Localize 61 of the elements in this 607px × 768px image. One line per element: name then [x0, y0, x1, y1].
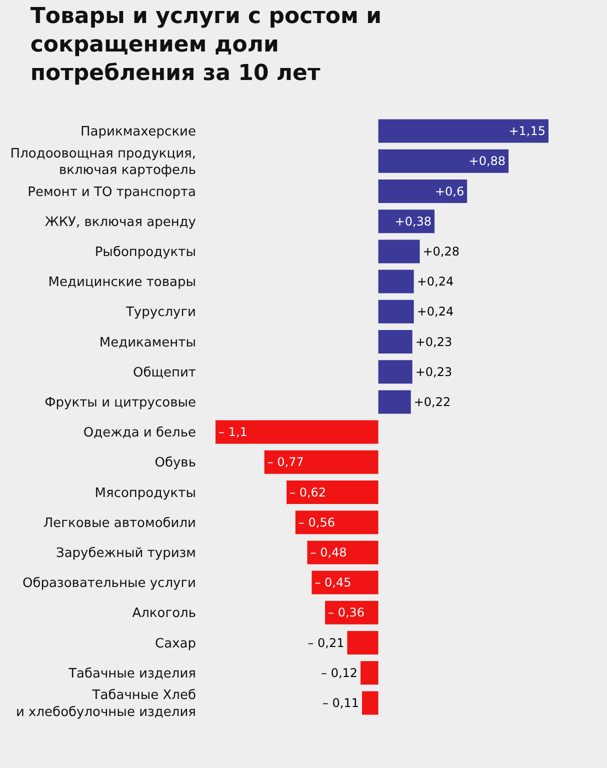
bar	[378, 330, 412, 354]
data-label: – 0,12	[320, 666, 358, 680]
data-label: – 0,11	[322, 696, 360, 710]
bar	[378, 390, 411, 414]
bar	[378, 300, 414, 324]
y-tick-label: Сахар	[155, 636, 196, 652]
y-tick-label: Рыбопродукты	[94, 245, 196, 260]
y-tick-label: Табачные Хлеб и хлебобулочные изделия	[16, 688, 196, 720]
bar	[378, 360, 412, 384]
y-tick-label: Парикмахерские	[80, 124, 196, 140]
y-tick-label: Легковые автомобили	[43, 516, 196, 531]
y-tick-label: Зарубежный туризм	[56, 546, 196, 561]
y-tick-label: Одежда и белье	[83, 426, 196, 441]
y-tick-label: ЖКУ, включая аренду	[44, 214, 196, 230]
data-label: +0,28	[422, 244, 460, 258]
y-tick-label: Медицинские товары	[48, 275, 196, 290]
bar	[295, 510, 378, 534]
bar	[378, 240, 420, 264]
y-tick-label: Мясопродукты	[94, 486, 196, 501]
y-tick-label: Ремонт и ТО транспорта	[28, 184, 196, 200]
y-tick-label: Плодоовощная продукция, включая картофель	[10, 146, 196, 178]
data-label: – 0,56	[298, 515, 335, 530]
bar	[264, 450, 378, 474]
bar	[378, 149, 509, 173]
data-label: +1,15	[508, 124, 546, 138]
data-label: – 0,77	[267, 455, 304, 470]
y-tick-label: Туруслуги	[124, 305, 196, 320]
bar	[378, 270, 414, 294]
bar	[360, 661, 378, 685]
bar	[325, 600, 378, 624]
data-label: +0,6	[434, 184, 464, 198]
bar	[378, 180, 468, 203]
y-tick-label: Фрукты и цитрусовые	[44, 396, 196, 410]
y-tick-label: Алкоголь	[132, 606, 196, 622]
bar	[362, 691, 378, 715]
bar	[378, 119, 548, 143]
data-label: – 1,1	[218, 425, 248, 440]
data-label: +0,24	[416, 274, 454, 289]
data-label: +0,88	[468, 154, 506, 168]
data-label: – 0,48	[310, 545, 347, 560]
y-tick-label: Образовательные услуги	[22, 576, 196, 592]
data-label: – 0,45	[314, 576, 352, 590]
y-tick-label: Медикаменты	[99, 335, 196, 350]
y-tick-label: Общепит	[132, 365, 196, 380]
data-label: +0,23	[415, 364, 452, 379]
data-label: +0,22	[414, 394, 451, 409]
bar	[307, 540, 378, 564]
bar	[286, 480, 378, 504]
y-tick-label: Обувь	[154, 456, 196, 471]
data-label: – 0,62	[290, 485, 326, 500]
data-label: +0,38	[394, 214, 432, 228]
data-label: – 0,36	[328, 606, 365, 620]
data-label: +0,24	[416, 304, 454, 319]
y-tick-label: Табачные изделия	[68, 666, 196, 682]
bar	[347, 631, 378, 654]
bar	[312, 570, 378, 594]
bar	[378, 210, 435, 234]
bar	[216, 420, 378, 444]
data-label: +0,23	[415, 334, 452, 349]
chart-title: Товары и услуги с ростом и сокращением доли потребления за 10 лет	[30, 4, 382, 86]
data-label: – 0,21	[308, 636, 344, 650]
